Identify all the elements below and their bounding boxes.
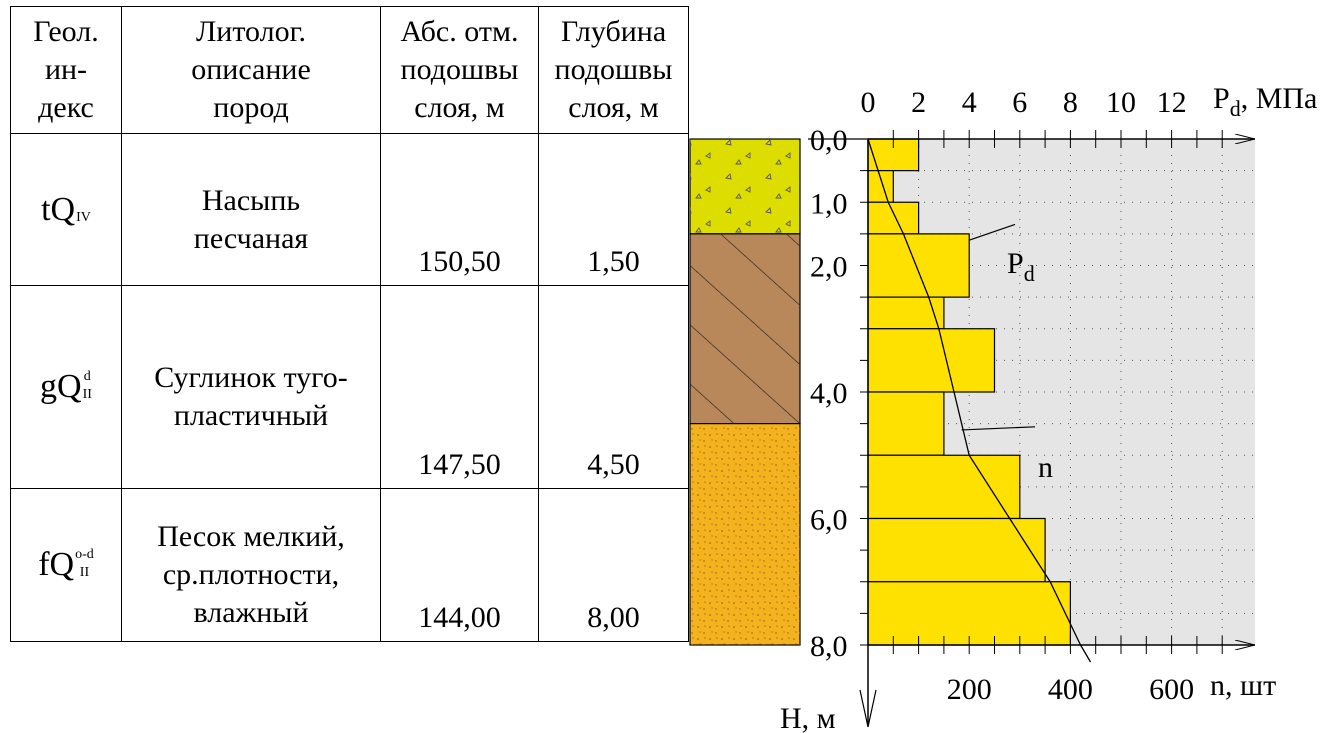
depth-cell: 8,00 [538,488,689,642]
geo-index-sub: II [82,387,92,402]
header-depth: Глубина подошвы слоя, м [538,6,689,134]
geo-index-sub: IV [76,209,91,225]
depth-axis-arrow [859,689,869,728]
chart-axes [808,130,1255,728]
pd-bar [867,454,1021,520]
pd-axis-label: Pd, МПа [1213,82,1317,121]
lithology-column [689,138,801,646]
pd-bar [867,328,996,393]
pd-tick-label: 4 [962,86,977,119]
table-row: fQ o-d II Песок мелкий, ср.плотности, вла… [10,488,689,642]
pd-bar [867,201,920,235]
pd-bar [867,296,945,330]
n-line-extension [1079,644,1092,663]
lithology-cell: Насыпь песчаная [121,133,381,286]
geo-index-base: tQ [41,190,76,228]
pd-tick-label: 0 [861,86,876,119]
lithology-pattern [690,139,800,234]
pd-tick-label: 12 [1157,86,1187,119]
depth-tick-label: 4,0 [810,377,848,410]
depth-tick-label: 1,0 [810,187,848,220]
n-tick-label: 400 [1048,673,1093,706]
n-series-line [867,138,1092,663]
n-leader-line [961,426,1036,431]
header-geo-index: Геол. ин- декс [10,6,122,134]
table-header-row: Геол. ин- декс Литолог. описание пород А… [10,6,689,134]
depth-tick-label: 8,0 [810,630,848,663]
header-lithology: Литолог. описание пород [121,6,381,134]
geo-index-base: fQ [38,546,75,583]
n-tick-label: 600 [1149,673,1194,706]
chart-labels: 0 2 4 6 8 10 12 Pd, МПа 200 400 600 n, шт 0,0 1,0 2,0 4… [780,82,1317,733]
table-row: tQ IV Насыпь песчаная 150,50 1,50 [10,133,689,286]
geo-index: gQ d II [40,368,92,406]
pd-bar [867,233,970,298]
abs-mark-cell: 144,00 [380,488,539,642]
lithology-cell: Песок мелкий, ср.плотности, влажный [121,488,381,642]
abs-mark-cell: 150,50 [380,133,539,286]
geo-index-sup: o-d [75,547,94,562]
geo-index-sub: II [79,565,90,580]
pd-series-label: Pd [1007,247,1035,286]
geo-index-sup: d [83,369,91,384]
depth-axis-arrow [867,689,877,728]
header-abs-mark: Абс. отм. подошвы слоя, м [380,6,539,134]
depth-axis-label: Н, м [780,702,836,733]
pd-bar [867,170,894,203]
lithology-pattern [690,423,800,645]
pd-tick-label: 6 [1012,86,1027,119]
depth-tick-label: 2,0 [810,251,848,284]
depth-tick-label: 6,0 [810,504,848,537]
pd-bar [867,391,945,456]
pd-bar [867,581,1071,646]
pd-bar [867,517,1046,583]
depth-cell: 1,50 [538,133,689,286]
n-tick-label: 200 [947,673,992,706]
n-axis-label: n, шт [1210,669,1276,702]
depth-tick-label: 0,0 [810,124,848,157]
geologic-log-table: Геол. ин- декс Литолог. описание пород А… [10,6,689,642]
n-series-label: n [1038,451,1053,484]
pd-leader-line [969,223,1016,241]
abs-mark-cell: 147,50 [380,285,539,489]
lithology-cell: Суглинок туго- пластичный [121,285,381,489]
geo-index-cell: fQ o-d II [10,488,122,642]
geo-index-base: gQ [40,368,82,405]
pd-tick-label: 2 [911,86,926,119]
n-line [867,138,1082,646]
pd-tick-label: 8 [1063,86,1078,119]
geo-index-cell: gQ d II [10,285,122,489]
geo-index: tQ IV [41,191,91,229]
pd-tick-label: 10 [1106,86,1136,119]
lithology-pattern [690,233,800,424]
geo-index: fQ o-d II [38,546,94,584]
